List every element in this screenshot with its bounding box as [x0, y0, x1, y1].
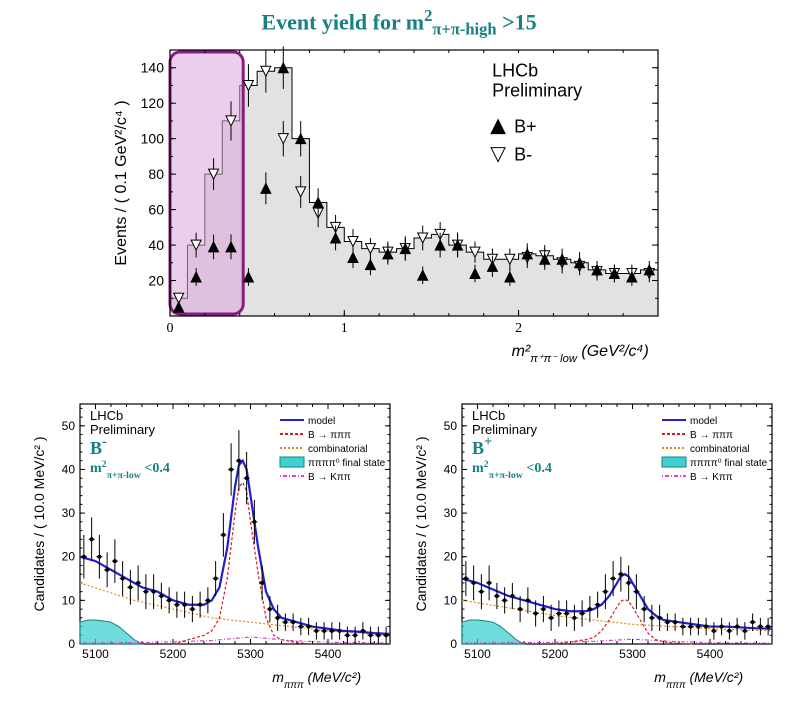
svg-text:1: 1 — [341, 321, 348, 336]
svg-text:Candidates / ( 10.0 MeV/c² ): Candidates / ( 10.0 MeV/c² ) — [31, 436, 47, 611]
svg-text:0: 0 — [68, 637, 75, 651]
svg-text:B-: B- — [90, 434, 107, 458]
svg-text:60: 60 — [148, 202, 164, 218]
svg-text:40: 40 — [62, 462, 76, 476]
bminus-fit-plot: 5100 5200 5300 5400 0 10 20 30 40 50 Candidates / … — [28, 398, 396, 688]
svg-text:30: 30 — [444, 506, 458, 520]
svg-text:model: model — [690, 416, 717, 427]
svg-text:mπππ (MeV/c²): mπππ (MeV/c²) — [654, 669, 743, 688]
svg-text:m2π+π-low <0.4: m2π+π-low <0.4 — [472, 459, 552, 481]
svg-text:5100: 5100 — [464, 647, 491, 661]
svg-text:10: 10 — [62, 593, 76, 607]
svg-text:30: 30 — [62, 506, 76, 520]
svg-text:B → πππ: B → πππ — [690, 430, 733, 441]
svg-text:combinatorial: combinatorial — [308, 444, 367, 455]
svg-text:Events / ( 0.1 GeV²/c⁴ ): Events / ( 0.1 GeV²/c⁴ ) — [113, 100, 130, 265]
svg-text:model: model — [308, 416, 335, 427]
svg-text:m2π+π-low <0.4: m2π+π-low <0.4 — [90, 459, 170, 481]
svg-text:combinatorial: combinatorial — [690, 444, 749, 455]
svg-text:20: 20 — [62, 550, 76, 564]
svg-text:5200: 5200 — [160, 647, 187, 661]
svg-text:Preliminary: Preliminary — [90, 422, 156, 437]
svg-text:40: 40 — [148, 237, 164, 253]
svg-text:B+: B+ — [514, 117, 537, 137]
svg-text:mπππ (MeV/c²): mπππ (MeV/c²) — [272, 669, 361, 688]
svg-text:LHCb: LHCb — [90, 408, 123, 423]
svg-text:B+: B+ — [472, 434, 492, 458]
svg-text:20: 20 — [148, 273, 164, 289]
svg-text:ππππ⁰ final state: ππππ⁰ final state — [308, 458, 386, 469]
svg-text:40: 40 — [444, 462, 458, 476]
svg-text:120: 120 — [141, 95, 165, 111]
svg-text:50: 50 — [444, 419, 458, 433]
svg-text:m²π⁺π⁻ low (GeV²/c⁴): m²π⁺π⁻ low (GeV²/c⁴) — [512, 343, 649, 362]
svg-text:B → Kππ: B → Kππ — [690, 472, 733, 483]
page-title: Event yield for m2π+π-high >15 — [0, 6, 798, 40]
main-histogram-plot: 0 1 2 20 40 60 80 100 120 140 Events / ( 0.1 GeV²/… — [108, 42, 668, 362]
svg-text:B-: B- — [514, 145, 532, 165]
svg-text:LHCb: LHCb — [472, 408, 505, 423]
svg-text:140: 140 — [141, 60, 165, 76]
svg-text:LHCb: LHCb — [492, 61, 538, 81]
svg-text:Preliminary: Preliminary — [492, 81, 582, 101]
svg-text:100: 100 — [141, 131, 165, 147]
svg-text:0: 0 — [450, 637, 457, 651]
svg-text:20: 20 — [444, 550, 458, 564]
svg-text:5200: 5200 — [542, 647, 569, 661]
svg-text:Preliminary: Preliminary — [472, 422, 538, 437]
svg-text:80: 80 — [148, 166, 164, 182]
svg-text:50: 50 — [62, 419, 76, 433]
svg-text:5400: 5400 — [697, 647, 724, 661]
bplus-fit-plot: 5100 5200 5300 5400 0 10 20 30 40 50 Candidates / … — [410, 398, 778, 688]
svg-text:B → πππ: B → πππ — [308, 430, 351, 441]
svg-text:B → Kππ: B → Kππ — [308, 472, 351, 483]
svg-text:5300: 5300 — [237, 647, 264, 661]
svg-text:0: 0 — [167, 321, 174, 336]
svg-text:2: 2 — [515, 321, 522, 336]
svg-text:ππππ⁰ final state: ππππ⁰ final state — [690, 458, 768, 469]
svg-text:5300: 5300 — [619, 647, 646, 661]
svg-text:10: 10 — [444, 593, 458, 607]
svg-text:5400: 5400 — [315, 647, 342, 661]
svg-text:Candidates / ( 10.0 MeV/c² ): Candidates / ( 10.0 MeV/c² ) — [413, 436, 429, 611]
svg-text:5100: 5100 — [82, 647, 109, 661]
